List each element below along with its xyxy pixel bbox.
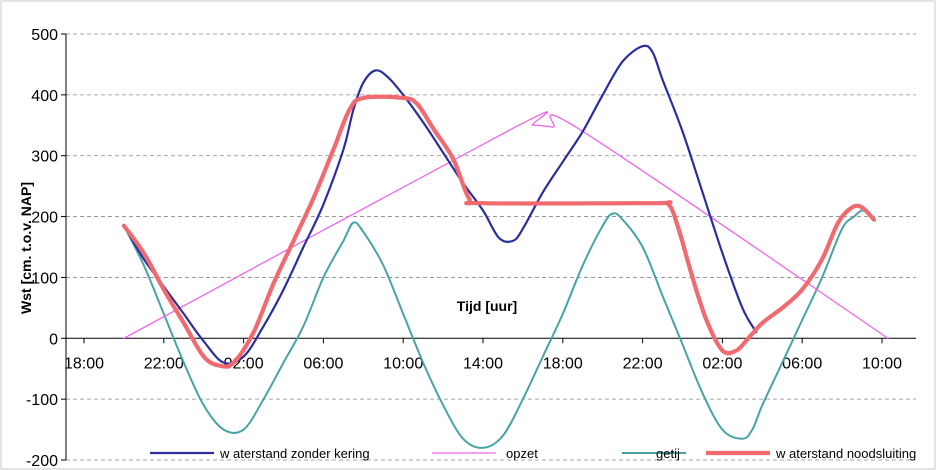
x-tick-label: 18:00 [543,355,583,372]
y-tick-label: -200 [26,453,58,470]
series-line-opzet [123,111,889,339]
x-tick-label: 06:00 [303,355,343,372]
x-tick-label: 22:00 [144,355,184,372]
series-group [121,44,889,449]
y-tick-label: -100 [26,392,58,409]
y-tick-label: 400 [31,88,58,105]
x-tick-label: 10:00 [862,355,902,372]
x-tick-label: 10:00 [383,355,423,372]
y-tick-label: 500 [31,27,58,44]
y-tick-labels: 500 400 300 200 100 0 -100 -200 [26,27,58,470]
x-tick-label: 06:00 [782,355,822,372]
y-tick-label: 300 [31,149,58,166]
series-line-w-aterstand-zonder-kering [122,44,758,365]
legend-label: opzet [506,446,538,461]
x-tick-labels: 18:00 22:00 02:00 06:00 10:00 14:00 18:00 22:00… [64,355,902,372]
y-axis-title: Wst [cm. t.o.v. NAP] [18,182,34,314]
x-tick-label: 18:00 [64,355,104,372]
series-line-getij [122,209,871,449]
legend-label: w aterstand zonder kering [219,446,370,461]
x-tick-label: 02:00 [702,355,742,372]
x-tick-label: 02:00 [224,355,264,372]
legend-label: getij [656,446,680,461]
legend-label: w aterstand noodsluiting [775,446,916,461]
series-line-w-aterstand-noodsluiting [121,94,877,369]
y-tick-label: 100 [31,270,58,287]
axes [61,33,916,461]
x-tick-label: 14:00 [463,355,503,372]
x-tick-label: 22:00 [623,355,663,372]
gridlines [66,33,916,461]
y-tick-label: 200 [31,210,58,227]
y-tick-label: 0 [49,331,58,348]
legend: w aterstand zonder kering opzet getij w ate… [150,446,916,461]
x-axis-title: Tijd [uur] [457,298,517,314]
